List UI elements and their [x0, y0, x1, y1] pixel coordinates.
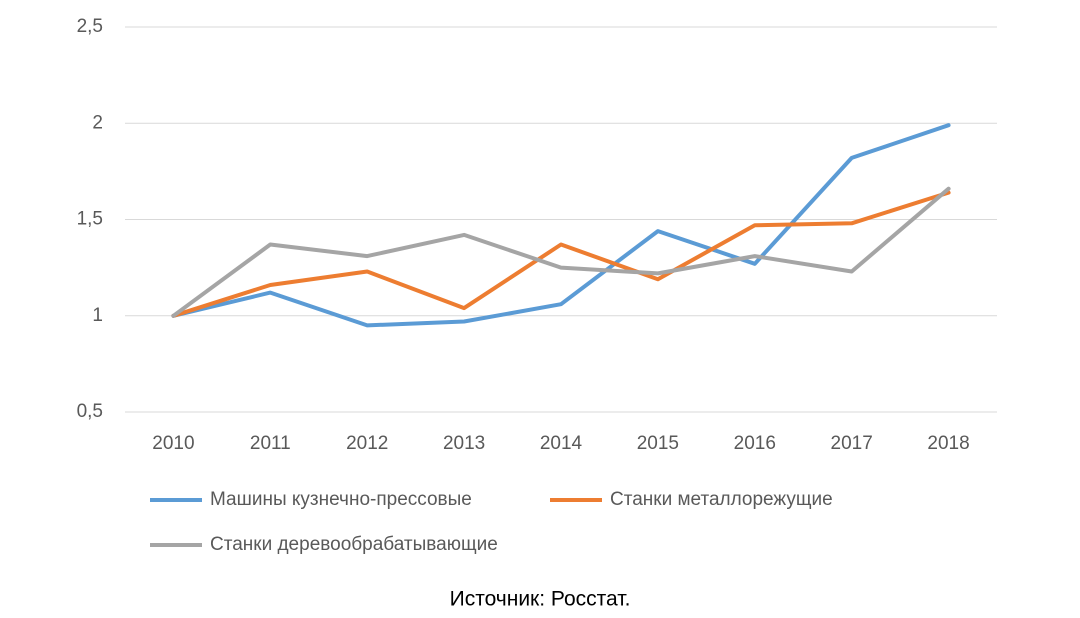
series-line [171, 190, 951, 318]
y-tick-label: 1 [92, 305, 103, 326]
x-tick-label: 2010 [152, 433, 194, 454]
legend-label: Станки металлорежущие [610, 489, 833, 510]
y-tick-label: 1,5 [77, 209, 103, 230]
legend-label: Станки деревообрабатывающие [210, 534, 498, 555]
x-tick-label: 2013 [443, 433, 485, 454]
series-line [171, 123, 951, 328]
x-tick-label: 2017 [831, 433, 873, 454]
x-tick-label: 2014 [540, 433, 583, 454]
x-tick-label: 2015 [637, 433, 679, 454]
x-tick-label: 2016 [734, 433, 776, 454]
x-tick-label: 2012 [346, 433, 388, 454]
source-note: Источник: Росстат. [450, 588, 631, 611]
legend-label: Машины кузнечно-прессовые [210, 489, 472, 510]
y-tick-label: 2,5 [77, 16, 103, 37]
series-line [171, 186, 951, 318]
y-tick-label: 2 [92, 112, 103, 133]
x-tick-label: 2011 [250, 433, 291, 454]
x-tick-label: 2018 [927, 433, 969, 454]
y-tick-label: 0,5 [77, 401, 103, 422]
